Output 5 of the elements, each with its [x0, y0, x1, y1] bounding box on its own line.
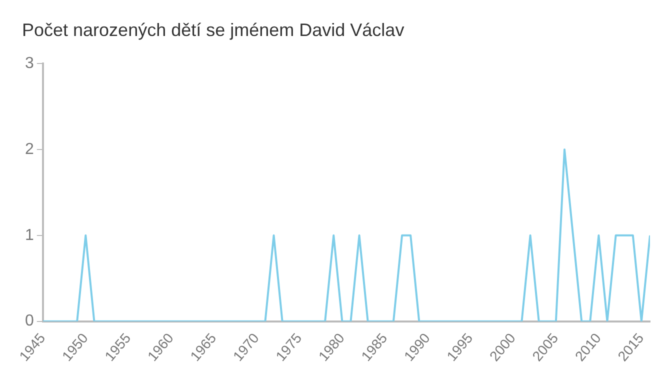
y-tick-label: 1 — [24, 226, 34, 244]
y-tick-label: 3 — [24, 55, 34, 72]
chart-title: Počet narozených dětí se jménem David Václav — [22, 20, 404, 40]
y-tick-label: 0 — [24, 312, 34, 330]
y-tick-label: 2 — [24, 140, 34, 158]
